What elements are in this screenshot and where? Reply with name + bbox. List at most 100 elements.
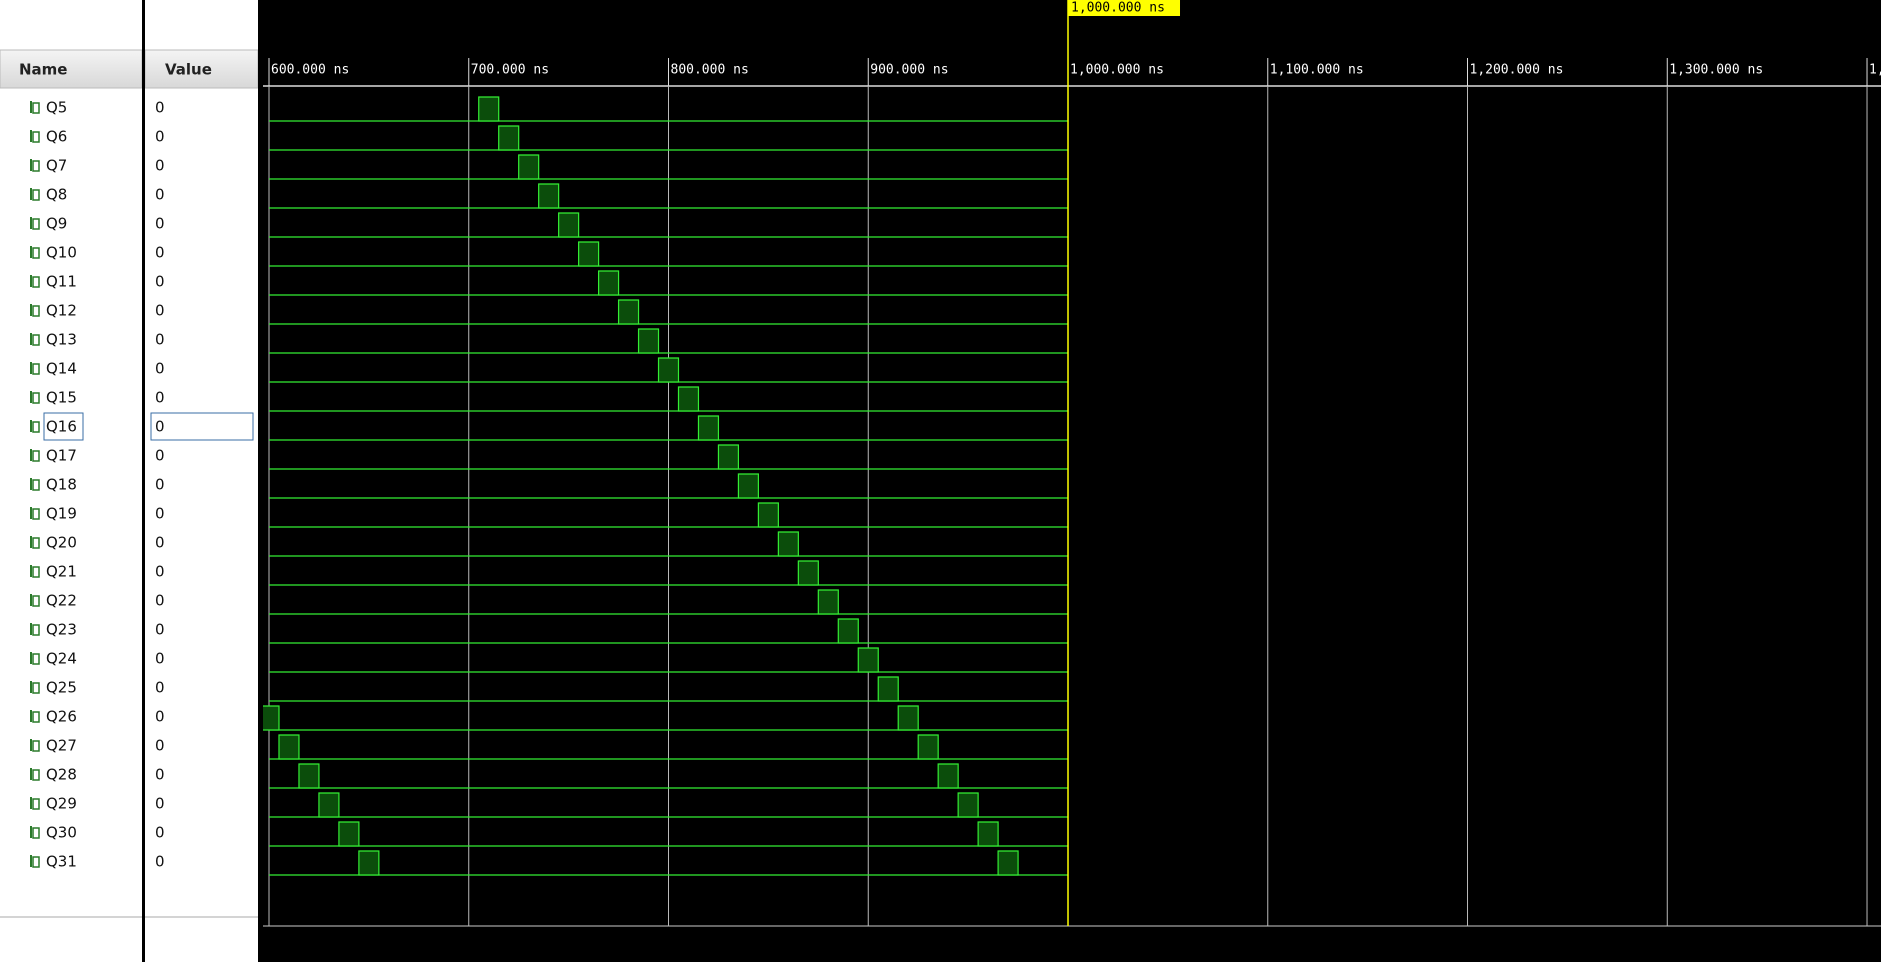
signal-row[interactable]: Q7 0 <box>30 157 165 175</box>
signal-icon <box>32 276 40 288</box>
signal-icon <box>30 449 32 461</box>
signal-row[interactable]: Q10 0 <box>30 244 165 262</box>
name-header[interactable] <box>0 49 143 89</box>
selection-box <box>43 412 84 441</box>
cursor-label: 1,000.000 ns <box>1071 1 1165 16</box>
signal-icon <box>32 508 40 520</box>
signal-icon <box>30 565 32 577</box>
pulse <box>717 444 740 470</box>
signal-row[interactable]: Q30 0 <box>30 824 165 842</box>
signal-row[interactable]: Q22 0 <box>30 592 165 610</box>
tick-label: 1,400.000 ns <box>1869 63 1881 78</box>
signal-name: Q31 <box>46 853 77 871</box>
signal-row[interactable]: Q8 0 <box>30 186 165 204</box>
signal-row[interactable]: Q14 0 <box>30 360 165 378</box>
signal-row[interactable]: Q13 0 <box>30 331 165 349</box>
pulse <box>677 386 700 412</box>
signal-name: Q29 <box>46 795 77 813</box>
signal-row[interactable]: Q28 0 <box>30 766 165 784</box>
signal-row[interactable]: Q18 0 <box>30 476 165 494</box>
signal-value: 0 <box>155 157 165 175</box>
signal-value: 0 <box>155 708 165 726</box>
tick-label: 1,100.000 ns <box>1270 63 1364 78</box>
signal-name: Q25 <box>46 679 77 697</box>
signal-value: 0 <box>155 186 165 204</box>
pulse <box>857 647 879 673</box>
signal-row[interactable]: Q29 0 <box>30 795 165 813</box>
signal-name: Q14 <box>46 360 77 378</box>
signal-row[interactable]: Q16 0 <box>30 412 254 441</box>
signal-name: Q27 <box>46 737 77 755</box>
signal-icon <box>30 797 32 809</box>
pulse <box>777 531 799 557</box>
signal-value: 0 <box>155 389 165 407</box>
signal-row[interactable]: Q17 0 <box>30 447 165 465</box>
pulse <box>797 560 819 586</box>
pulse <box>617 299 640 325</box>
signal-icon <box>32 827 40 839</box>
signal-icon <box>30 333 32 345</box>
signal-icon <box>32 798 40 810</box>
signal-icon <box>30 304 32 316</box>
signal-value: 0 <box>155 679 165 697</box>
signal-row[interactable]: Q21 0 <box>30 563 165 581</box>
pulse <box>977 821 999 847</box>
signal-row[interactable]: Q9 0 <box>30 215 165 233</box>
signal-icon <box>32 218 40 230</box>
value-header-label: Value <box>165 61 212 79</box>
signal-value: 0 <box>155 99 165 117</box>
pulse <box>263 705 280 731</box>
signal-icon <box>30 188 32 200</box>
signal-icon <box>32 856 40 868</box>
tick-label: 1,200.000 ns <box>1470 63 1564 78</box>
signal-value: 0 <box>155 331 165 349</box>
signal-icon <box>30 681 32 693</box>
signal-row[interactable]: Q31 0 <box>30 853 165 871</box>
signal-row[interactable]: Q5 0 <box>30 99 165 117</box>
signal-name: Q10 <box>46 244 77 262</box>
signal-value: 0 <box>155 824 165 842</box>
signal-row[interactable]: Q12 0 <box>30 302 165 320</box>
signal-name: Q30 <box>46 824 77 842</box>
signal-icon <box>30 507 32 519</box>
signal-name: Q15 <box>46 389 77 407</box>
signal-name: Q18 <box>46 476 77 494</box>
signal-icon <box>32 537 40 549</box>
signal-row[interactable]: Q23 0 <box>30 621 165 639</box>
divider[interactable] <box>258 0 263 962</box>
value-panel <box>145 0 258 962</box>
pulse <box>298 763 320 789</box>
signal-icon <box>30 391 32 403</box>
signal-icon <box>30 710 32 722</box>
signal-value: 0 <box>155 476 165 494</box>
pulse <box>597 270 620 296</box>
signal-row[interactable]: Q6 0 <box>30 128 165 146</box>
pulse <box>558 212 580 238</box>
signal-row[interactable]: Q19 0 <box>30 505 165 523</box>
signal-icon <box>32 189 40 201</box>
signal-icon <box>32 247 40 259</box>
signal-value: 0 <box>155 795 165 813</box>
signal-name: Q20 <box>46 534 77 552</box>
divider[interactable] <box>142 0 145 962</box>
tick-label: 700.000 ns <box>471 63 549 78</box>
signal-value: 0 <box>155 447 165 465</box>
signal-row[interactable]: Q11 0 <box>30 273 165 291</box>
signal-icon <box>32 479 40 491</box>
name-header-label: Name <box>19 61 67 79</box>
pulse <box>657 357 680 383</box>
signal-row[interactable]: Q27 0 <box>30 737 165 755</box>
signal-row[interactable]: Q24 0 <box>30 650 165 668</box>
signal-value: 0 <box>155 273 165 291</box>
signal-row[interactable]: Q15 0 <box>30 389 165 407</box>
signal-row[interactable]: Q20 0 <box>30 534 165 552</box>
pulse <box>877 676 899 702</box>
signal-row[interactable]: Q25 0 <box>30 679 165 697</box>
signal-icon <box>30 420 32 432</box>
pulse <box>578 241 600 267</box>
selection-box <box>150 412 254 441</box>
signal-row[interactable]: Q26 0 <box>30 708 165 726</box>
signal-icon <box>32 450 40 462</box>
signal-icon <box>30 362 32 374</box>
